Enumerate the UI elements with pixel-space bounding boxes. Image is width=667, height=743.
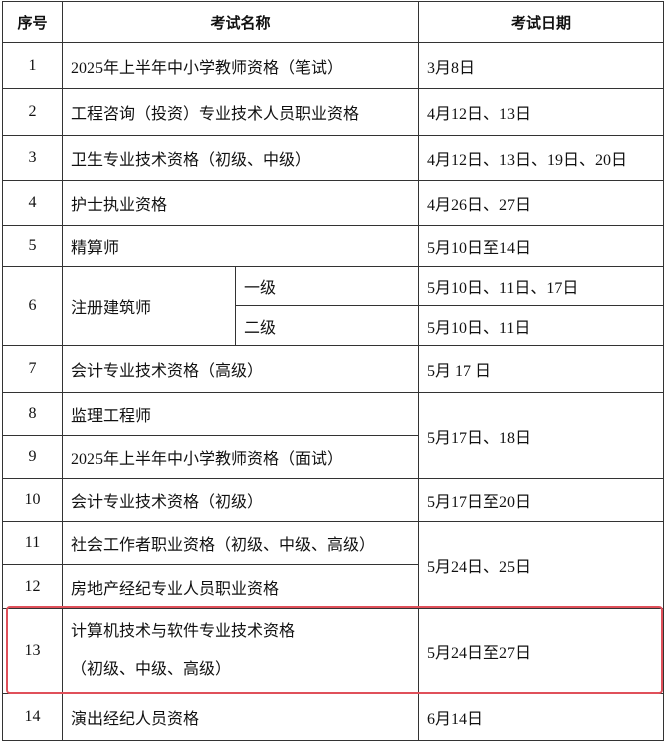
cell-no: 1 bbox=[2, 42, 63, 89]
row: 13 计算机技术与软件专业技术资格 （初级、中级、高级） 5月24日至27日 bbox=[2, 608, 665, 694]
cell-no: 9 bbox=[2, 435, 63, 479]
cell-date: 6月14日 bbox=[418, 693, 665, 741]
cell-no: 2 bbox=[2, 88, 63, 136]
cell-no: 4 bbox=[2, 180, 63, 226]
cell-name: 2025年上半年中小学教师资格（面试） bbox=[61, 435, 420, 479]
name-line: （初级、中级、高级） bbox=[71, 661, 232, 678]
cell-level: 二级 bbox=[234, 305, 420, 346]
cell-name: 卫生专业技术资格（初级、中级） bbox=[61, 135, 420, 181]
header: 序号 bbox=[2, 1, 63, 43]
row: 4 护士执业资格 4月26日、27日 bbox=[2, 180, 665, 226]
cell-no: 14 bbox=[2, 693, 63, 741]
row: 1 2025年上半年中小学教师资格（笔试） 3月8日 bbox=[2, 42, 665, 89]
cell-no: 6 bbox=[2, 266, 63, 346]
cell-date: 5月17日、18日 bbox=[418, 392, 665, 479]
cell-name: 精算师 bbox=[61, 225, 420, 267]
cell-name: 监理工程师 bbox=[61, 392, 420, 436]
name-line: 计算机技术与软件专业技术资格 bbox=[71, 623, 296, 640]
cell-name: 计算机技术与软件专业技术资格 （初级、中级、高级） bbox=[61, 608, 420, 694]
row: 14 演出经纪人员资格 6月14日 bbox=[2, 693, 665, 741]
cell-date: 4月12日、13日、19日、20日 bbox=[418, 135, 665, 181]
cell-date: 4月12日、13日 bbox=[418, 88, 665, 136]
cell-name: 演出经纪人员资格 bbox=[61, 693, 420, 741]
row: 3 卫生专业技术资格（初级、中级） 4月12日、13日、19日、20日 bbox=[2, 135, 665, 181]
row: 5 精算师 5月10日至14日 bbox=[2, 225, 665, 267]
cell-date: 5月24日、25日 bbox=[418, 521, 665, 609]
cell-date: 4月26日、27日 bbox=[418, 180, 665, 226]
cell-no: 7 bbox=[2, 345, 63, 393]
cell-no: 13 bbox=[2, 608, 63, 694]
cell-no: 12 bbox=[2, 564, 63, 609]
cell-date: 5月10日至14日 bbox=[418, 225, 665, 267]
cell-name: 社会工作者职业资格（初级、中级、高级） bbox=[61, 521, 420, 565]
cell-name: 会计专业技术资格（高级） bbox=[61, 345, 420, 393]
row: 2 工程咨询（投资）专业技术人员职业资格 4月12日、13日 bbox=[2, 88, 665, 136]
header: 考试名称 bbox=[61, 1, 420, 43]
cell-date: 5月10日、11日 bbox=[418, 305, 665, 346]
cell-name: 工程咨询（投资）专业技术人员职业资格 bbox=[61, 88, 420, 136]
row: 二级 5月10日、11日 bbox=[3, 305, 665, 346]
header: 考试日期 bbox=[418, 1, 665, 43]
row: 12 房地产经纪专业人员职业资格 bbox=[2, 564, 664, 609]
row: 6 注册建筑师 一级 5月10日、11日、17日 bbox=[2, 266, 665, 346]
cell-no: 10 bbox=[2, 478, 63, 522]
cell-date: 3月8日 bbox=[418, 42, 665, 89]
cell-level: 一级 bbox=[234, 266, 420, 306]
row: 10 会计专业技术资格（初级） 5月17日至20日 bbox=[2, 478, 665, 522]
row: 11 社会工作者职业资格（初级、中级、高级） 5月24日、25日 bbox=[2, 521, 665, 609]
cell-no: 8 bbox=[2, 392, 63, 436]
row: 8 监理工程师 5月17日、18日 bbox=[2, 392, 665, 479]
cell-no: 3 bbox=[2, 135, 63, 181]
cell-no: 11 bbox=[2, 521, 63, 565]
cell-name: 注册建筑师 bbox=[62, 266, 236, 346]
cell-name: 2025年上半年中小学教师资格（笔试） bbox=[61, 42, 420, 89]
header-row: 序号 考试名称 考试日期 bbox=[2, 1, 665, 43]
cell-name: 房地产经纪专业人员职业资格 bbox=[61, 564, 420, 609]
cell-date: 5月24日至27日 bbox=[418, 608, 665, 694]
cell-date: 5月17日至20日 bbox=[418, 478, 665, 522]
cell-date: 5月10日、11日、17日 bbox=[418, 266, 665, 306]
cell-no: 5 bbox=[2, 225, 63, 267]
cell-name: 护士执业资格 bbox=[61, 180, 420, 226]
row: 7 会计专业技术资格（高级） 5月 17 日 bbox=[2, 345, 665, 393]
cell-name: 会计专业技术资格（初级） bbox=[61, 478, 420, 522]
cell-date: 5月 17 日 bbox=[418, 345, 665, 393]
